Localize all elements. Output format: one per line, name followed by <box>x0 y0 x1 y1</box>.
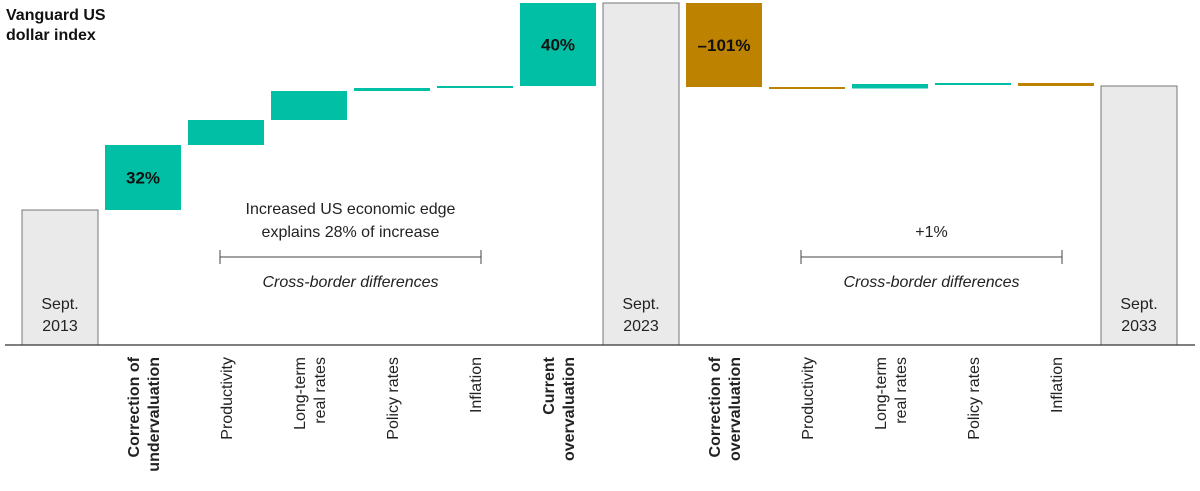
annotation-0-line-1: explains 28% of increase <box>262 224 440 241</box>
x-tick-label-12: Inflation <box>1049 357 1066 413</box>
total-label-13-year: 2033 <box>1121 318 1157 335</box>
bar-0-sept-2013 <box>21 209 99 346</box>
bar-8-correction-of-overvaluation <box>686 3 762 87</box>
y-axis-label: Vanguard US dollar index <box>6 7 106 44</box>
x-tick-label-3-line-1: real rates <box>312 357 329 424</box>
x-tick-label-4: Policy rates <box>385 357 402 440</box>
bar-4-policy-rates <box>354 88 430 91</box>
x-tick-label-3-line-0: Long-term <box>292 357 309 430</box>
x-tick-label-8: Correction of overvaluation <box>707 356 744 461</box>
bar-7-sept-2023 <box>602 2 680 346</box>
x-tick-label-5-line-0: Inflation <box>468 357 485 413</box>
x-tick-label-5: Inflation <box>468 357 485 413</box>
data-label-1: 32% <box>126 169 160 188</box>
total-label-0-year: 2013 <box>42 318 78 335</box>
x-tick-label-6: Current overvaluation <box>541 356 578 461</box>
x-tick-label-9: Productivity <box>800 357 817 440</box>
x-tick-label-10-line-0: Long-term <box>873 357 890 430</box>
bar-1-correction-of-undervaluation <box>105 145 181 210</box>
x-tick-label-12-line-0: Inflation <box>1049 357 1066 413</box>
bracket-1-label: Cross-border differences <box>843 274 1019 291</box>
bracket-0-label: Cross-border differences <box>262 274 438 291</box>
bar-2-productivity <box>188 120 264 145</box>
x-tick-label-2: Productivity <box>219 357 236 440</box>
bar-10-long-term-real-rates <box>852 84 928 89</box>
bar-11-policy-rates <box>935 83 1011 85</box>
x-tick-label-11: Policy rates <box>966 357 983 440</box>
annotation-1-line-0: +1% <box>915 224 947 241</box>
total-label-7-year: 2023 <box>623 318 659 335</box>
x-tick-label-4-line-0: Policy rates <box>385 357 402 440</box>
total-label-0: Sept. <box>41 296 78 313</box>
x-tick-label-10: Long-term real rates <box>873 357 910 430</box>
x-tick-label-1: Correction of undervaluation <box>126 356 163 471</box>
x-tick-label-9-line-0: Productivity <box>800 357 817 440</box>
bar-12-inflation <box>1018 83 1094 86</box>
x-tick-label-8-line-0: Correction of <box>707 356 724 457</box>
total-label-13: Sept. <box>1120 296 1157 313</box>
x-tick-label-6-line-0: Current <box>541 356 558 414</box>
x-tick-label-3: Long-term real rates <box>292 357 329 430</box>
data-label-6: 40% <box>541 36 575 55</box>
bar-13-sept-2033 <box>1100 85 1178 346</box>
total-label-7: Sept. <box>622 296 659 313</box>
x-tick-label-11-line-0: Policy rates <box>966 357 983 440</box>
bar-9-productivity <box>769 87 845 89</box>
data-label-8: –101% <box>698 36 751 55</box>
bar-3-long-term-real-rates <box>271 91 347 120</box>
x-tick-label-2-line-0: Productivity <box>219 357 236 440</box>
annotation-0-line-0: Increased US economic edge <box>246 201 456 218</box>
x-tick-label-6-line-1: overvaluation <box>561 357 578 461</box>
bar-6-current-overvaluation <box>520 3 596 86</box>
x-tick-label-8-line-1: overvaluation <box>727 357 744 461</box>
x-tick-label-1-line-0: Correction of <box>126 356 143 457</box>
x-tick-label-1-line-1: undervaluation <box>146 357 163 472</box>
x-tick-label-10-line-1: real rates <box>893 357 910 424</box>
bar-5-inflation <box>437 86 513 88</box>
